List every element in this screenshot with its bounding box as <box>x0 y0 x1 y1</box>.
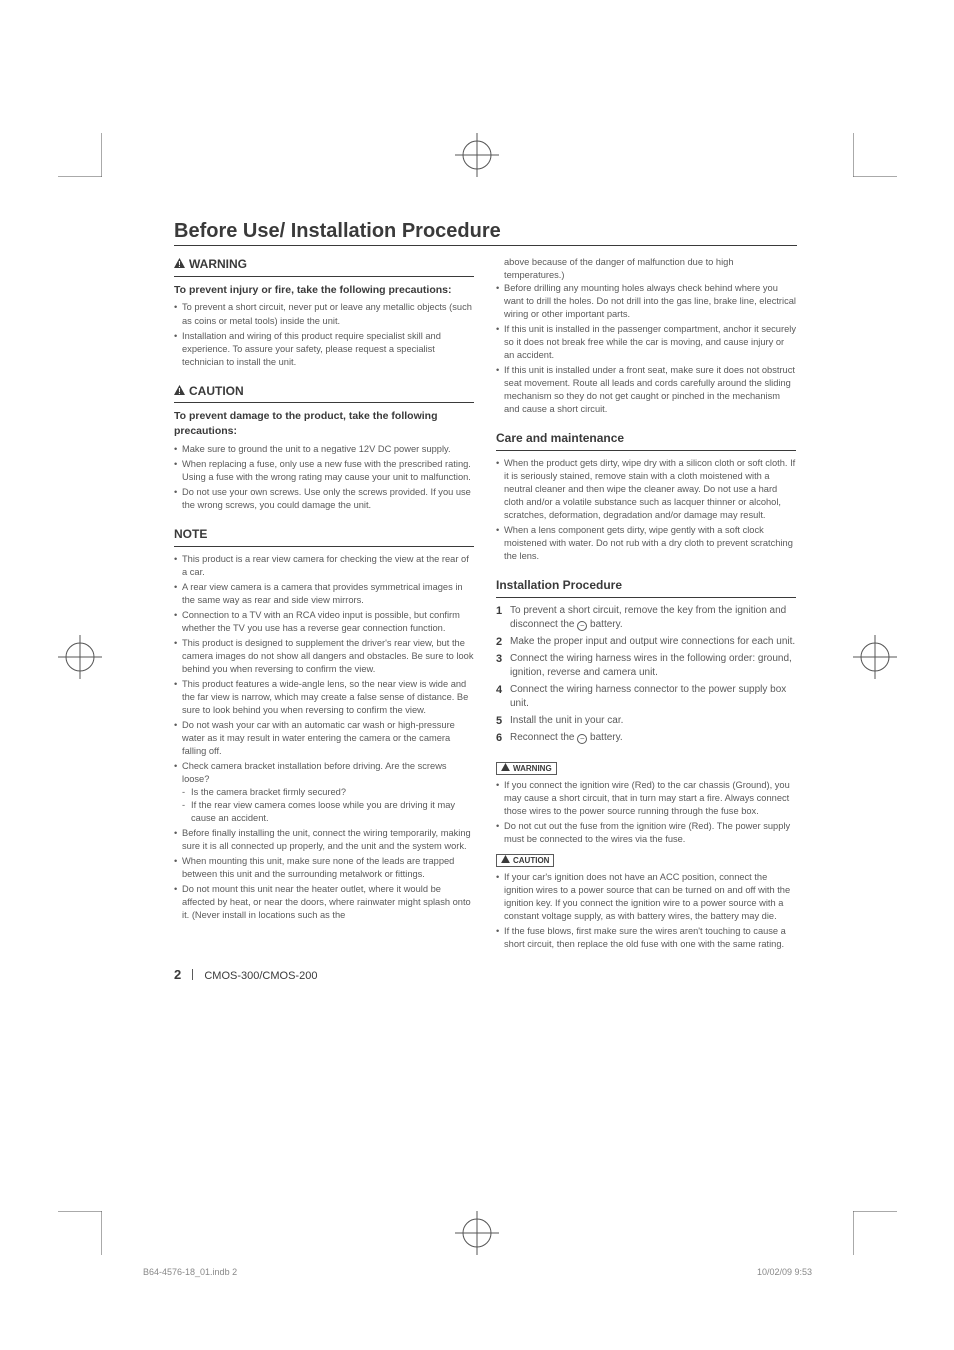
reg-mark-tl <box>58 133 102 177</box>
list-item: Do not wash your car with an automatic c… <box>174 719 474 758</box>
model-number: CMOS-300/CMOS-200 <box>204 970 317 982</box>
step-item: Make the proper input and output wire co… <box>496 635 796 649</box>
list-item: Before finally installing the unit, conn… <box>174 827 474 853</box>
care-text: Care and maintenance <box>496 430 624 447</box>
warn-box-list: If you connect the ignition wire (Red) t… <box>496 779 796 846</box>
reg-mark-bl <box>58 1211 102 1255</box>
print-mark-left: B64-4576-18_01.indb 2 <box>143 1267 237 1277</box>
columns: ! WARNING To prevent injury or fire, tak… <box>174 256 797 953</box>
warning-icon <box>501 763 510 774</box>
warning-icon: ! <box>174 256 185 273</box>
check-sublist: Is the camera bracket firmly secured? If… <box>182 786 474 825</box>
list-item: Do not cut out the fuse from the ignitio… <box>496 820 796 846</box>
list-item: If this unit is installed in the passeng… <box>496 323 796 362</box>
list-item: This product features a wide-angle lens,… <box>174 678 474 717</box>
install-heading: Installation Procedure <box>496 577 796 598</box>
list-item: If you connect the ignition wire (Red) t… <box>496 779 796 818</box>
caution-box-text: CAUTION <box>513 855 549 866</box>
caution-heading: ! CAUTION <box>174 383 474 404</box>
list-item: If this unit is installed under a front … <box>496 364 796 416</box>
list-item: This product is a rear view camera for c… <box>174 553 474 579</box>
care-list: When the product gets dirty, wipe dry wi… <box>496 457 796 563</box>
step-item: Reconnect the − battery. <box>496 731 796 745</box>
warning-heading: ! WARNING <box>174 256 474 277</box>
caution-icon: ! <box>174 383 185 400</box>
page-number: 2 <box>174 967 181 982</box>
step-item: Connect the wiring harness connector to … <box>496 683 796 711</box>
caution-list: Make sure to ground the unit to a negati… <box>174 443 474 512</box>
list-item: To prevent a short circuit, never put or… <box>174 301 474 327</box>
caution-text: CAUTION <box>189 383 244 400</box>
list-item: If the rear view camera comes loose whil… <box>182 799 474 825</box>
install-steps: To prevent a short circuit, remove the k… <box>496 604 796 745</box>
list-item: Make sure to ground the unit to a negati… <box>174 443 474 456</box>
list-item: Installation and wiring of this product … <box>174 330 474 369</box>
warning-box-label: WARNING <box>496 762 557 775</box>
list-item: Connection to a TV with an RCA video inp… <box>174 609 474 635</box>
list-item: Do not use your own screws. Use only the… <box>174 486 474 512</box>
warning-text: WARNING <box>189 256 247 273</box>
step-item: Install the unit in your car. <box>496 714 796 728</box>
continued-list: Before drilling any mounting holes alway… <box>496 282 796 416</box>
caution-subhead: To prevent damage to the product, take t… <box>174 409 474 438</box>
reg-mark-tr <box>853 133 897 177</box>
reg-mark-cb <box>455 1211 499 1255</box>
list-item: When replacing a fuse, only use a new fu… <box>174 458 474 484</box>
list-item: Is the camera bracket firmly secured? <box>182 786 474 799</box>
minus-icon: − <box>577 734 587 744</box>
svg-text:!: ! <box>178 260 181 268</box>
list-item: When a lens component gets dirty, wipe g… <box>496 524 796 563</box>
list-item: Before drilling any mounting holes alway… <box>496 282 796 321</box>
minus-icon: − <box>577 621 587 631</box>
list-item: This product is designed to supplement t… <box>174 637 474 676</box>
page-content: Before Use/ Installation Procedure ! WAR… <box>174 220 797 953</box>
list-item: When mounting this unit, make sure none … <box>174 855 474 881</box>
caution-icon <box>501 855 510 866</box>
reg-mark-br <box>853 1211 897 1255</box>
care-heading: Care and maintenance <box>496 430 796 451</box>
check-text: Check camera bracket installation before… <box>182 761 447 784</box>
reg-mark-cl <box>58 635 102 679</box>
step-item: To prevent a short circuit, remove the k… <box>496 604 796 632</box>
list-item: Do not mount this unit near the heater o… <box>174 883 474 922</box>
list-item: Check camera bracket installation before… <box>174 760 474 825</box>
warning-list: To prevent a short circuit, never put or… <box>174 301 474 368</box>
reg-mark-ct <box>455 133 499 177</box>
note-text: NOTE <box>174 526 207 543</box>
title-rule <box>174 245 797 246</box>
footer-separator <box>192 969 193 980</box>
page-title: Before Use/ Installation Procedure <box>174 220 797 243</box>
warning-subhead: To prevent injury or fire, take the foll… <box>174 283 474 298</box>
list-item: If the fuse blows, first make sure the w… <box>496 925 796 951</box>
list-item: When the product gets dirty, wipe dry wi… <box>496 457 796 522</box>
note-heading: NOTE <box>174 526 474 547</box>
warning-box-text: WARNING <box>513 763 552 774</box>
svg-text:!: ! <box>178 387 181 395</box>
reg-mark-cr <box>853 635 897 679</box>
continued-first: above because of the danger of malfuncti… <box>496 256 796 282</box>
page-footer: 2 CMOS-300/CMOS-200 <box>174 967 317 982</box>
note-list: This product is a rear view camera for c… <box>174 553 474 922</box>
list-item: If your car's ignition does not have an … <box>496 871 796 923</box>
left-column: ! WARNING To prevent injury or fire, tak… <box>174 256 474 953</box>
list-item: A rear view camera is a camera that prov… <box>174 581 474 607</box>
caut-box-list: If your car's ignition does not have an … <box>496 871 796 951</box>
step-item: Connect the wiring harness wires in the … <box>496 652 796 680</box>
install-text: Installation Procedure <box>496 577 622 594</box>
right-column: above because of the danger of malfuncti… <box>496 256 796 953</box>
print-mark-right: 10/02/09 9:53 <box>757 1267 812 1277</box>
caution-box-label: CAUTION <box>496 854 554 867</box>
